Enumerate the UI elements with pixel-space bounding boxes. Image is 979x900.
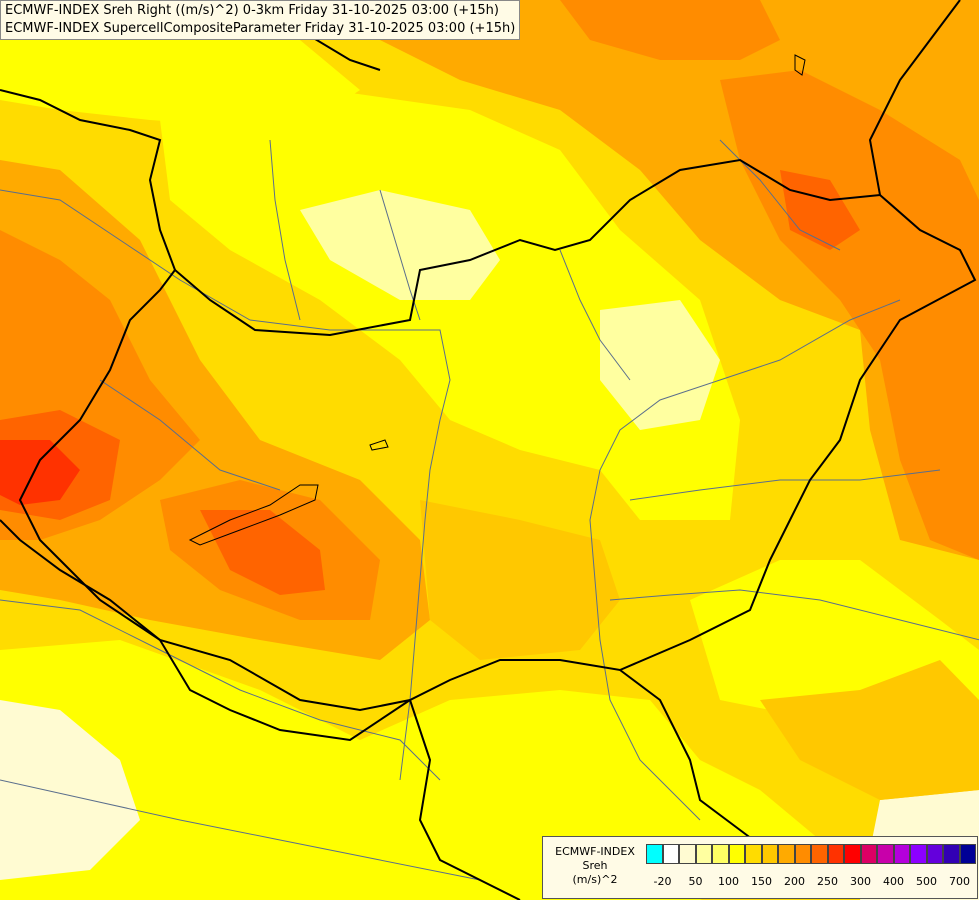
legend-swatch xyxy=(761,844,778,864)
river-raba xyxy=(99,379,281,491)
legend-swatch xyxy=(679,844,696,864)
field-yellow-north xyxy=(0,20,360,130)
title-line-2: ECMWF-INDEX SupercellCompositeParameter … xyxy=(5,21,516,36)
legend-swatch xyxy=(778,844,795,864)
legend-swatch xyxy=(662,844,679,864)
color-legend: ECMWF-INDEX Sreh (m/s)^2 -20 50 100 150 200 2… xyxy=(542,836,978,899)
legend-swatch xyxy=(893,844,910,864)
island-2 xyxy=(794,54,806,76)
legend-tick-label: 200 xyxy=(784,875,805,888)
river-tisza xyxy=(589,299,901,821)
lake-balaton xyxy=(188,484,319,546)
field-red-west xyxy=(0,440,80,505)
river-sajo xyxy=(559,249,631,381)
field-orange-south xyxy=(420,500,620,660)
river-vah xyxy=(269,139,301,321)
border-slovenia xyxy=(0,519,411,742)
legend-swatch xyxy=(695,844,712,864)
legend-swatch xyxy=(860,844,877,864)
legend-title: ECMWF-INDEX Sreh (m/s)^2 xyxy=(547,845,643,887)
legend-swatch xyxy=(844,844,861,864)
legend-tick-label: 500 xyxy=(916,875,937,888)
legend-tick-label: 150 xyxy=(751,875,772,888)
map-title-box: ECMWF-INDEX Sreh Right ((m/s)^2) 0-3km F… xyxy=(0,0,521,40)
legend-swatch xyxy=(794,844,811,864)
legend-model: ECMWF-INDEX xyxy=(555,845,635,858)
legend-tick-label: 400 xyxy=(883,875,904,888)
legend-tick-label: 250 xyxy=(817,875,838,888)
island-1 xyxy=(369,439,389,451)
river-drava xyxy=(0,599,441,781)
legend-swatch xyxy=(943,844,960,864)
legend-tick-label: 700 xyxy=(949,875,970,888)
legend-color-ramp xyxy=(646,844,976,864)
river-hron xyxy=(379,189,421,321)
legend-swatch xyxy=(877,844,894,864)
river-danube xyxy=(0,189,451,781)
border-slovakia-austria xyxy=(0,89,176,271)
field-pale-east xyxy=(600,300,720,430)
legend-unit: (m/s)^2 xyxy=(572,873,618,886)
legend-swatch xyxy=(959,844,976,864)
field-yellow-south xyxy=(0,640,820,900)
river-koros xyxy=(629,469,941,501)
river-sava xyxy=(0,779,481,881)
border-croatia-serbia xyxy=(409,699,521,900)
border-hungary xyxy=(18,158,977,712)
legend-swatch xyxy=(910,844,927,864)
legend-tick-label: 100 xyxy=(718,875,739,888)
field-yellow-center xyxy=(160,90,740,520)
legend-tick-label: 50 xyxy=(688,875,703,888)
legend-swatch xyxy=(827,844,844,864)
field-lightest-sw xyxy=(0,700,140,880)
legend-swatch xyxy=(646,844,663,864)
legend-tick-label: 300 xyxy=(850,875,871,888)
legend-swatch xyxy=(926,844,943,864)
field-darkorange-north xyxy=(560,0,780,60)
legend-tick-label: -20 xyxy=(653,875,672,888)
field-redorange-balaton xyxy=(200,510,325,595)
border-serbia-romania xyxy=(619,669,781,861)
legend-swatch xyxy=(745,844,762,864)
field-orange-se xyxy=(760,660,979,800)
field-pale-center xyxy=(300,190,500,300)
legend-swatch xyxy=(811,844,828,864)
river-maros xyxy=(609,589,979,641)
legend-swatch xyxy=(712,844,729,864)
title-line-1: ECMWF-INDEX Sreh Right ((m/s)^2) 0-3km F… xyxy=(5,3,499,18)
border-ukraine xyxy=(868,0,961,196)
legend-ticks: -20 50 100 150 200 250 300 400 500 700 xyxy=(646,875,976,891)
legend-swatch xyxy=(728,844,745,864)
legend-parameter: Sreh xyxy=(582,859,608,872)
